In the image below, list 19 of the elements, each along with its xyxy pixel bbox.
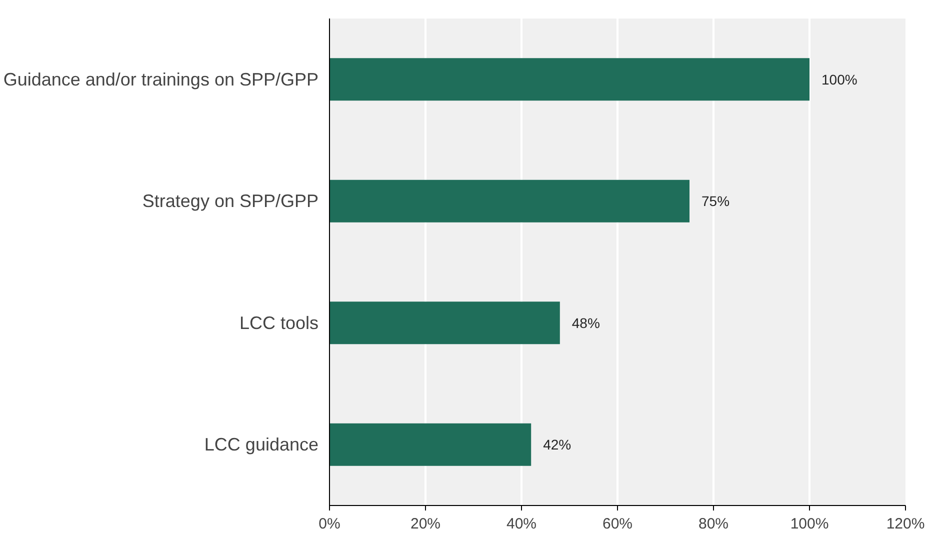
data-label: 100% [822, 71, 858, 88]
y-tick-label: Guidance and/or trainings on SPP/GPP [3, 69, 319, 90]
y-tick-label: LCC tools [239, 312, 318, 333]
bar [330, 58, 810, 101]
bar [330, 302, 560, 344]
y-tick-label: Strategy on SPP/GPP [142, 191, 319, 212]
bar [330, 180, 690, 222]
x-tick-label: 40% [506, 516, 537, 532]
data-label: 75% [702, 193, 730, 210]
data-label: 48% [572, 314, 600, 331]
y-tick-label: LCC guidance [204, 434, 319, 455]
x-tick-label: 20% [410, 516, 441, 532]
x-tick-label: 60% [602, 516, 633, 532]
x-tick-label: 0% [318, 516, 340, 532]
x-tick-label: 120% [886, 516, 925, 532]
x-tick-label: 80% [698, 516, 729, 532]
data-label: 42% [543, 436, 572, 453]
bar [330, 423, 532, 466]
x-tick-label: 100% [790, 516, 829, 532]
